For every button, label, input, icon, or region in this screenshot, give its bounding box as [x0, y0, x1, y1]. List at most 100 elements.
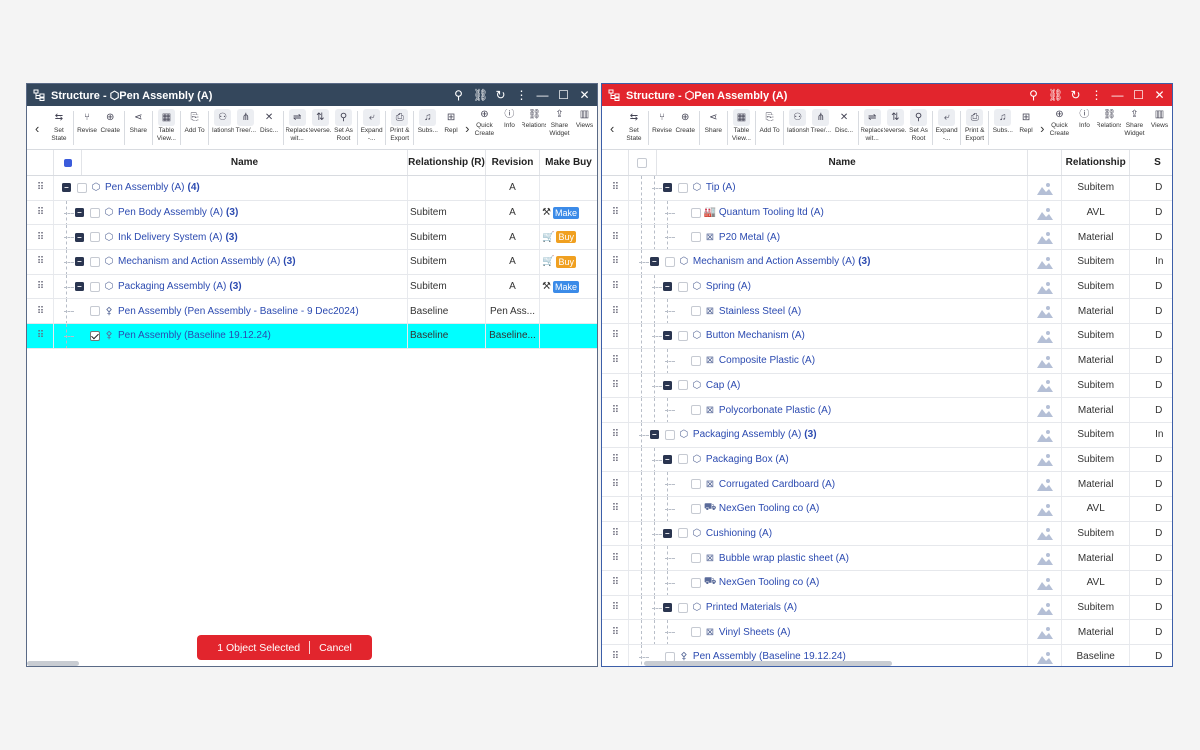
item-name-link[interactable]: Pen Assembly (Baseline 19.12.24): [692, 651, 846, 663]
drag-handle[interactable]: ⠿: [27, 274, 54, 299]
row-checkbox[interactable]: [90, 232, 100, 243]
table-row[interactable]: ⠿ 🏭 Quantum Tooling ltd (A) AVL D: [602, 200, 1172, 226]
drag-handle[interactable]: ⠿: [602, 422, 629, 447]
collapse-toggle[interactable]: –: [662, 380, 672, 390]
collapse-toggle[interactable]: –: [662, 603, 672, 613]
table-row[interactable]: ⠿ ⊠ Stainless Steel (A) Material D: [602, 299, 1172, 325]
item-name-link[interactable]: Pen Body Assembly (A): [118, 207, 224, 219]
drag-handle[interactable]: ⠿: [27, 250, 54, 274]
item-name-link[interactable]: Polycorbonate Plastic (A): [718, 404, 832, 416]
add-to-button[interactable]: ⎘ Add To: [183, 109, 205, 135]
share-button[interactable]: ⋖ Share: [702, 109, 724, 135]
toolbar-back-icon[interactable]: ‹: [34, 120, 40, 136]
item-name-link[interactable]: Printed Materials (A): [705, 602, 798, 614]
item-name-link[interactable]: Mechanism and Action Assembly (A): [118, 256, 281, 268]
drag-handle[interactable]: ⠿: [602, 348, 629, 373]
drag-handle[interactable]: ⠿: [602, 225, 629, 250]
item-name-link[interactable]: Bubble wrap plastic sheet (A): [718, 552, 849, 564]
table-row[interactable]: ⠿ – ⬡ Cushioning (A) Subitem D: [602, 521, 1172, 547]
table-row[interactable]: ⠿ – ⬡ Packaging Box (A) Subitem D: [602, 447, 1172, 473]
print-export-button[interactable]: ⎙ Print & Export: [389, 109, 411, 142]
set-state-button[interactable]: ⇆ Set State: [623, 109, 645, 142]
expand-button[interactable]: ⤶ Expand -...: [936, 109, 958, 142]
item-name-link[interactable]: Packaging Box (A): [705, 453, 789, 465]
row-checkbox[interactable]: [690, 479, 701, 490]
table-row[interactable]: ⠿ ⊠ Polycorbonate Plastic (A) Material D: [602, 398, 1172, 423]
item-name-link[interactable]: Packaging Assembly (A): [118, 281, 227, 293]
share-button[interactable]: ⋖ Share: [127, 109, 149, 135]
collapse-toggle[interactable]: –: [649, 430, 659, 440]
drag-handle[interactable]: ⠿: [602, 645, 629, 666]
table-row[interactable]: ⠿ – ⬡ Packaging Assembly (A) (3) Subitem In: [602, 422, 1172, 448]
table-row[interactable]: ⠿ – ⬡ Cap (A) Subitem D: [602, 373, 1172, 399]
row-checkbox[interactable]: [677, 182, 688, 193]
collapse-toggle[interactable]: –: [62, 183, 71, 193]
item-name-link[interactable]: Cap (A): [705, 379, 741, 391]
table-row[interactable]: ⠿ – ⬡ Mechanism and Action Assembly (A) (3) S…: [27, 250, 597, 275]
relations-button[interactable]: ⛓Relations: [522, 109, 546, 130]
refresh-icon[interactable]: ↻: [495, 88, 506, 102]
tree-button[interactable]: ⋔ Tree/...: [235, 109, 257, 135]
info-button[interactable]: ⓘ Info: [497, 109, 521, 130]
collapse-toggle[interactable]: –: [662, 528, 672, 538]
repl-button[interactable]: ⊞ Repl: [440, 109, 462, 135]
subs-button[interactable]: ♫ Subs...: [992, 109, 1014, 135]
replace-wit-button[interactable]: ⇌ Replace wit...: [286, 109, 308, 142]
set-as-root-button[interactable]: ⚲ Set As Root: [332, 109, 354, 142]
row-checkbox[interactable]: [677, 602, 688, 613]
row-checkbox[interactable]: [77, 182, 87, 193]
quick-create-button[interactable]: ⊕ Quick Create: [472, 109, 496, 137]
row-checkbox[interactable]: [677, 380, 688, 391]
revision-column-header[interactable]: Revision: [486, 150, 540, 175]
info-button[interactable]: ⓘ Info: [1072, 109, 1096, 130]
table-row[interactable]: ⠿ – ⬡ Packaging Assembly (A) (3) Subitem A ⚒ Mak…: [27, 274, 597, 300]
drag-handle[interactable]: ⠿: [27, 176, 54, 200]
table-row[interactable]: ⠿ ⊠ P20 Metal (A) Material D: [602, 225, 1172, 251]
minimize-icon[interactable]: —: [536, 88, 549, 102]
collapse-toggle[interactable]: –: [75, 232, 84, 242]
horizontal-scrollbar[interactable]: [27, 661, 79, 666]
more-icon[interactable]: ⋮: [1090, 88, 1103, 102]
drag-handle[interactable]: ⠿: [27, 324, 54, 348]
row-checkbox[interactable]: [690, 306, 701, 317]
minimize-icon[interactable]: —: [1111, 88, 1124, 102]
create-button[interactable]: ⊕ Create: [674, 109, 696, 135]
maximize-icon[interactable]: ☐: [1133, 88, 1144, 102]
table-row[interactable]: ⠿ ⛟ NexGen Tooling co (A) AVL D: [602, 571, 1172, 596]
set-state-button[interactable]: ⇆ Set State: [48, 109, 70, 142]
reverse-button[interactable]: ⇅Reverse...: [309, 109, 331, 135]
collapse-toggle[interactable]: –: [75, 282, 84, 292]
drag-handle[interactable]: ⠿: [602, 200, 629, 225]
drag-handle[interactable]: ⠿: [602, 620, 629, 645]
item-name-link[interactable]: Spring (A): [705, 281, 751, 293]
item-name-link[interactable]: Cushioning (A): [705, 527, 773, 539]
make-buy-column-header[interactable]: Make Buy: [545, 157, 592, 168]
row-checkbox[interactable]: [690, 405, 701, 416]
drag-handle[interactable]: ⠿: [602, 496, 629, 521]
row-checkbox[interactable]: [664, 256, 675, 267]
row-checkbox[interactable]: [677, 454, 688, 465]
item-name-link[interactable]: Ink Delivery System (A): [118, 231, 223, 243]
views-button[interactable]: ▥ Views: [573, 109, 597, 130]
collapse-toggle[interactable]: –: [662, 454, 672, 464]
name-column-header[interactable]: Name: [657, 150, 1029, 175]
subs-button[interactable]: ♫ Subs...: [417, 109, 439, 135]
item-name-link[interactable]: Packaging Assembly (A): [692, 429, 802, 441]
table-row[interactable]: ⠿ ⊠ Composite Plastic (A) Material D: [602, 348, 1172, 374]
item-name-link[interactable]: Stainless Steel (A): [718, 305, 802, 317]
reverse-button[interactable]: ⇅Reverse...: [884, 109, 906, 135]
table-row[interactable]: ⠿ – ⬡ Button Mechanism (A) Subitem D: [602, 324, 1172, 349]
add-to-button[interactable]: ⎘ Add To: [758, 109, 780, 135]
drag-handle[interactable]: ⠿: [602, 299, 629, 324]
select-all-checkbox[interactable]: [637, 157, 648, 168]
row-checkbox[interactable]: [690, 207, 701, 218]
search-icon[interactable]: ⚲: [1029, 88, 1038, 102]
row-checkbox[interactable]: [690, 355, 701, 366]
drag-handle[interactable]: ⠿: [602, 373, 629, 398]
relationship-column-header[interactable]: Relationship (R): [408, 150, 486, 175]
link-icon[interactable]: ⛓: [473, 88, 489, 102]
item-name-link[interactable]: Quantum Tooling ltd (A): [718, 207, 824, 219]
item-name-link[interactable]: Mechanism and Action Assembly (A): [692, 256, 856, 268]
more-icon[interactable]: ⋮: [515, 88, 528, 102]
collapse-toggle[interactable]: –: [662, 331, 672, 341]
